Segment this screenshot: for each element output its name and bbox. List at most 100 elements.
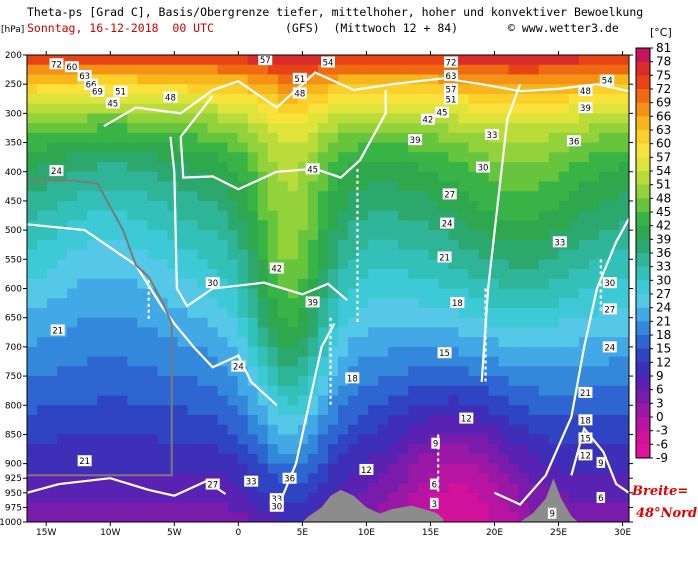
field-cell: [297, 152, 309, 163]
field-cell: [37, 366, 48, 377]
field-cell: [37, 337, 48, 348]
field-cell: [127, 453, 138, 465]
field-cell: [207, 191, 219, 202]
field-cell: [147, 483, 159, 494]
field-cell: [588, 162, 600, 173]
field-cell: [478, 327, 490, 338]
field-cell: [388, 132, 399, 144]
field-cell: [157, 405, 169, 416]
field-cell: [378, 376, 389, 387]
field-cell: [358, 405, 369, 416]
field-cell: [528, 424, 540, 436]
field-cell: [498, 288, 510, 299]
field-cell: [398, 162, 409, 173]
field-cell: [37, 84, 48, 95]
field-cell: [618, 356, 629, 367]
field-cell: [508, 55, 520, 66]
field-cell: [287, 230, 299, 241]
field-cell: [307, 453, 319, 465]
field-cell: [498, 113, 510, 124]
field-cell: [388, 473, 399, 484]
field-cell: [588, 424, 600, 436]
field-cell: [408, 123, 419, 134]
field-cell: [558, 414, 570, 426]
field-cell: [448, 463, 460, 474]
field-cell: [518, 483, 530, 494]
field-cell: [277, 162, 289, 173]
field-cell: [548, 385, 560, 397]
field-cell: [267, 317, 279, 329]
field-cell: [47, 142, 58, 153]
field-cell: [297, 259, 309, 270]
field-cell: [147, 74, 159, 85]
field-cell: [508, 74, 520, 85]
field-cell: [47, 298, 58, 309]
field-cell: [568, 269, 580, 280]
field-cell: [187, 210, 199, 221]
contour-label-bg: [359, 463, 374, 475]
field-cell: [307, 473, 319, 484]
field-cell: [538, 414, 550, 426]
colorbar-label: 27: [656, 287, 671, 301]
field-cell: [177, 200, 189, 212]
contour-label: 48: [165, 94, 176, 104]
field-cell: [578, 512, 590, 522]
field-cell: [127, 327, 138, 338]
field-cell: [578, 181, 590, 192]
field-cell: [67, 220, 78, 231]
field-cell: [277, 327, 289, 338]
field-cell: [358, 366, 369, 377]
field-cell: [177, 463, 189, 474]
field-cell: [277, 142, 289, 153]
field-cell: [297, 55, 309, 66]
field-cell: [618, 288, 629, 299]
field-cell: [47, 123, 58, 134]
field-cell: [267, 473, 279, 484]
field-cell: [388, 337, 399, 348]
field-cell: [538, 55, 550, 66]
field-cell: [558, 424, 570, 436]
field-cell: [97, 337, 108, 348]
field-cell: [287, 405, 299, 416]
field-cell: [47, 84, 58, 95]
field-cell: [187, 123, 199, 134]
field-cell: [47, 239, 58, 251]
field-cell: [518, 123, 530, 134]
field-cell: [257, 327, 269, 338]
field-cell: [598, 356, 610, 367]
field-cell: [578, 200, 590, 212]
field-cell: [317, 473, 329, 484]
field-cell: [167, 171, 179, 183]
field-cell: [538, 200, 550, 212]
field-cell: [488, 200, 500, 212]
field-cell: [438, 405, 449, 416]
field-cell: [538, 269, 550, 280]
field-cell: [548, 298, 560, 309]
field-cell: [378, 64, 389, 76]
field-cell: [338, 142, 349, 153]
field-cell: [67, 366, 78, 377]
field-cell: [277, 191, 289, 202]
field-cell: [77, 64, 88, 76]
field-cell: [438, 502, 449, 513]
field-cell: [398, 327, 409, 338]
field-cell: [317, 444, 329, 455]
field-cell: [438, 327, 449, 338]
field-cell: [488, 55, 500, 66]
field-cell: [538, 191, 550, 202]
field-cell: [368, 346, 379, 358]
field-cell: [67, 453, 78, 465]
field-cell: [558, 492, 570, 504]
field-cell: [508, 414, 520, 426]
field-cell: [518, 152, 530, 163]
field-cell: [317, 249, 329, 260]
field-cell: [127, 346, 138, 358]
field-cell: [588, 93, 600, 105]
field-cell: [107, 239, 118, 251]
field-cell: [558, 103, 570, 114]
field-cell: [127, 385, 138, 397]
field-cell: [448, 473, 460, 484]
field-cell: [498, 103, 510, 114]
field-cell: [87, 512, 98, 522]
field-cell: [328, 405, 339, 416]
